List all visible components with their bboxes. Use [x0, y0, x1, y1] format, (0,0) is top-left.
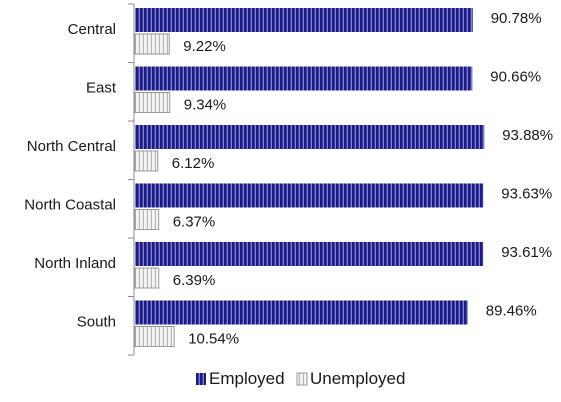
employed-bar: [135, 125, 485, 149]
category-label: North Central: [27, 138, 116, 155]
legend-label-unemployed: Unemployed: [310, 369, 405, 388]
employed-value-label: 89.46%: [486, 303, 537, 320]
category-label: East: [86, 80, 117, 97]
unemployed-bar: [134, 150, 159, 172]
category-label: North Coastal: [24, 197, 116, 214]
legend-swatch-employed: [196, 373, 206, 385]
legend-swatch-unemployed: [296, 372, 308, 386]
unemployed-bar: [134, 92, 171, 113]
employed-value-label: 93.88%: [502, 127, 553, 144]
unemployed-bar: [134, 267, 160, 289]
unemployed-value-label: 6.39%: [173, 272, 216, 289]
employed-bar: [135, 66, 473, 91]
employed-value-label: 93.61%: [501, 244, 552, 261]
unemployed-value-label: 9.22%: [183, 38, 226, 55]
unemployed-value-label: 9.34%: [184, 97, 227, 114]
legend-label-employed: Employed: [209, 369, 285, 388]
unemployed-value-label: 6.37%: [173, 214, 216, 231]
category-label: North Inland: [34, 255, 116, 272]
unemployed-bar: [134, 33, 170, 55]
employed-value-label: 90.78%: [491, 10, 542, 27]
unemployed-bar: [134, 209, 160, 230]
employed-value-label: 93.63%: [501, 186, 552, 203]
employed-bar: [135, 8, 473, 32]
employed-bar: [135, 183, 484, 208]
category-label: South: [77, 314, 116, 331]
employed-bar: [135, 242, 484, 266]
legend: Employed Unemployed: [196, 369, 405, 388]
unemployed-bar: [134, 326, 175, 347]
category-label: Central: [68, 21, 116, 38]
employed-value-label: 90.66%: [490, 69, 541, 86]
employed-bar: [135, 300, 468, 325]
unemployed-value-label: 6.12%: [172, 155, 215, 172]
unemployed-value-label: 10.54%: [188, 331, 239, 348]
